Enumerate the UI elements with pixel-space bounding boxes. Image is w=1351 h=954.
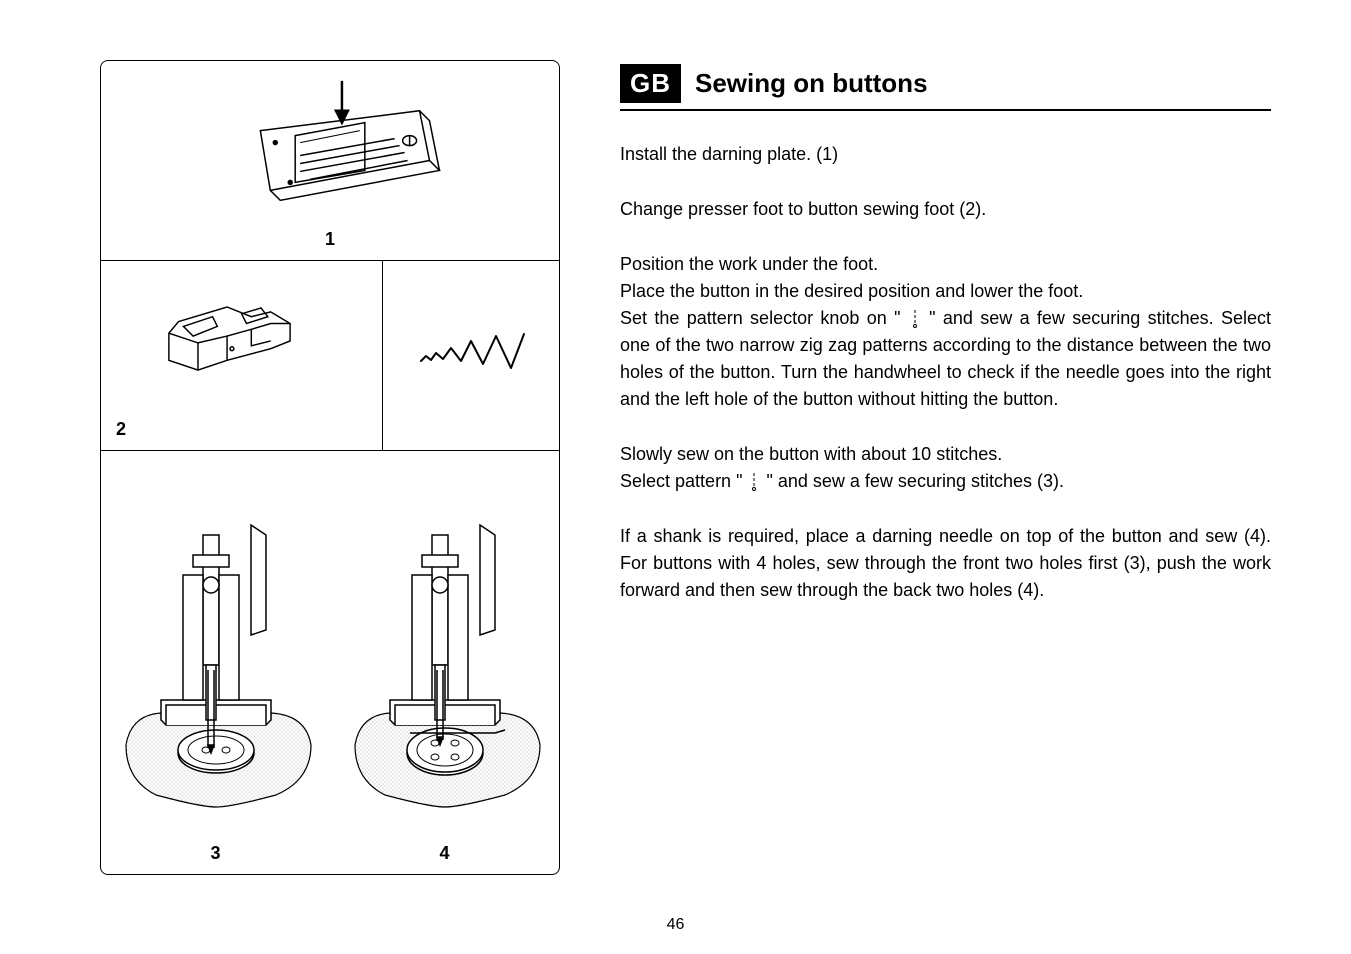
para-4-line2b: " and sew a few securing stitches (3). xyxy=(761,471,1064,491)
language-badge: GB xyxy=(620,64,681,103)
sewing-2hole-illustration xyxy=(111,485,321,835)
para-3-line2: Place the button in the desired position… xyxy=(620,278,1271,305)
stitch-icon xyxy=(910,310,920,328)
sewing-4hole-illustration xyxy=(340,485,550,835)
diagram-row-2: 2 xyxy=(101,261,559,451)
para-4: Slowly sew on the button with about 10 s… xyxy=(620,441,1271,495)
diagram-label-2: 2 xyxy=(116,419,126,440)
diagram-4: 4 xyxy=(330,451,559,874)
text-panel: GB Sewing on buttons Install the darning… xyxy=(560,60,1271,914)
para-4-line2a: Select pattern " xyxy=(620,471,747,491)
para-4-line2: Select pattern " " and sew a few securin… xyxy=(620,468,1271,495)
diagram-label-4: 4 xyxy=(439,843,449,864)
page-title: Sewing on buttons xyxy=(695,68,928,99)
button-foot-illustration xyxy=(101,261,382,450)
para-3-block-a: Set the pattern selector knob on " xyxy=(620,308,908,328)
para-3: Position the work under the foot. Place … xyxy=(620,251,1271,413)
diagram-label-3: 3 xyxy=(210,843,220,864)
diagram-label-1: 1 xyxy=(325,229,335,250)
para-3-block: Set the pattern selector knob on " " and… xyxy=(620,305,1271,413)
diagram-2: 2 xyxy=(101,261,383,450)
stitch-icon xyxy=(749,473,759,491)
page-number: 46 xyxy=(667,916,685,934)
diagram-1: 1 xyxy=(101,61,559,261)
para-2: Change presser foot to button sewing foo… xyxy=(620,196,1271,223)
diagram-panel: 1 2 xyxy=(100,60,560,875)
para-5: If a shank is required, place a darning … xyxy=(620,523,1271,604)
para-4-line1: Slowly sew on the button with about 10 s… xyxy=(620,441,1271,468)
zigzag-pattern xyxy=(383,261,559,450)
para-3-line1: Position the work under the foot. xyxy=(620,251,1271,278)
title-row: GB Sewing on buttons xyxy=(620,64,1271,111)
zigzag-icon xyxy=(406,326,536,386)
diagram-3: 3 xyxy=(101,451,330,874)
body-text: Install the darning plate. (1) Change pr… xyxy=(620,141,1271,604)
diagram-row-bottom: 3 xyxy=(101,451,559,874)
para-1: Install the darning plate. (1) xyxy=(620,141,1271,168)
